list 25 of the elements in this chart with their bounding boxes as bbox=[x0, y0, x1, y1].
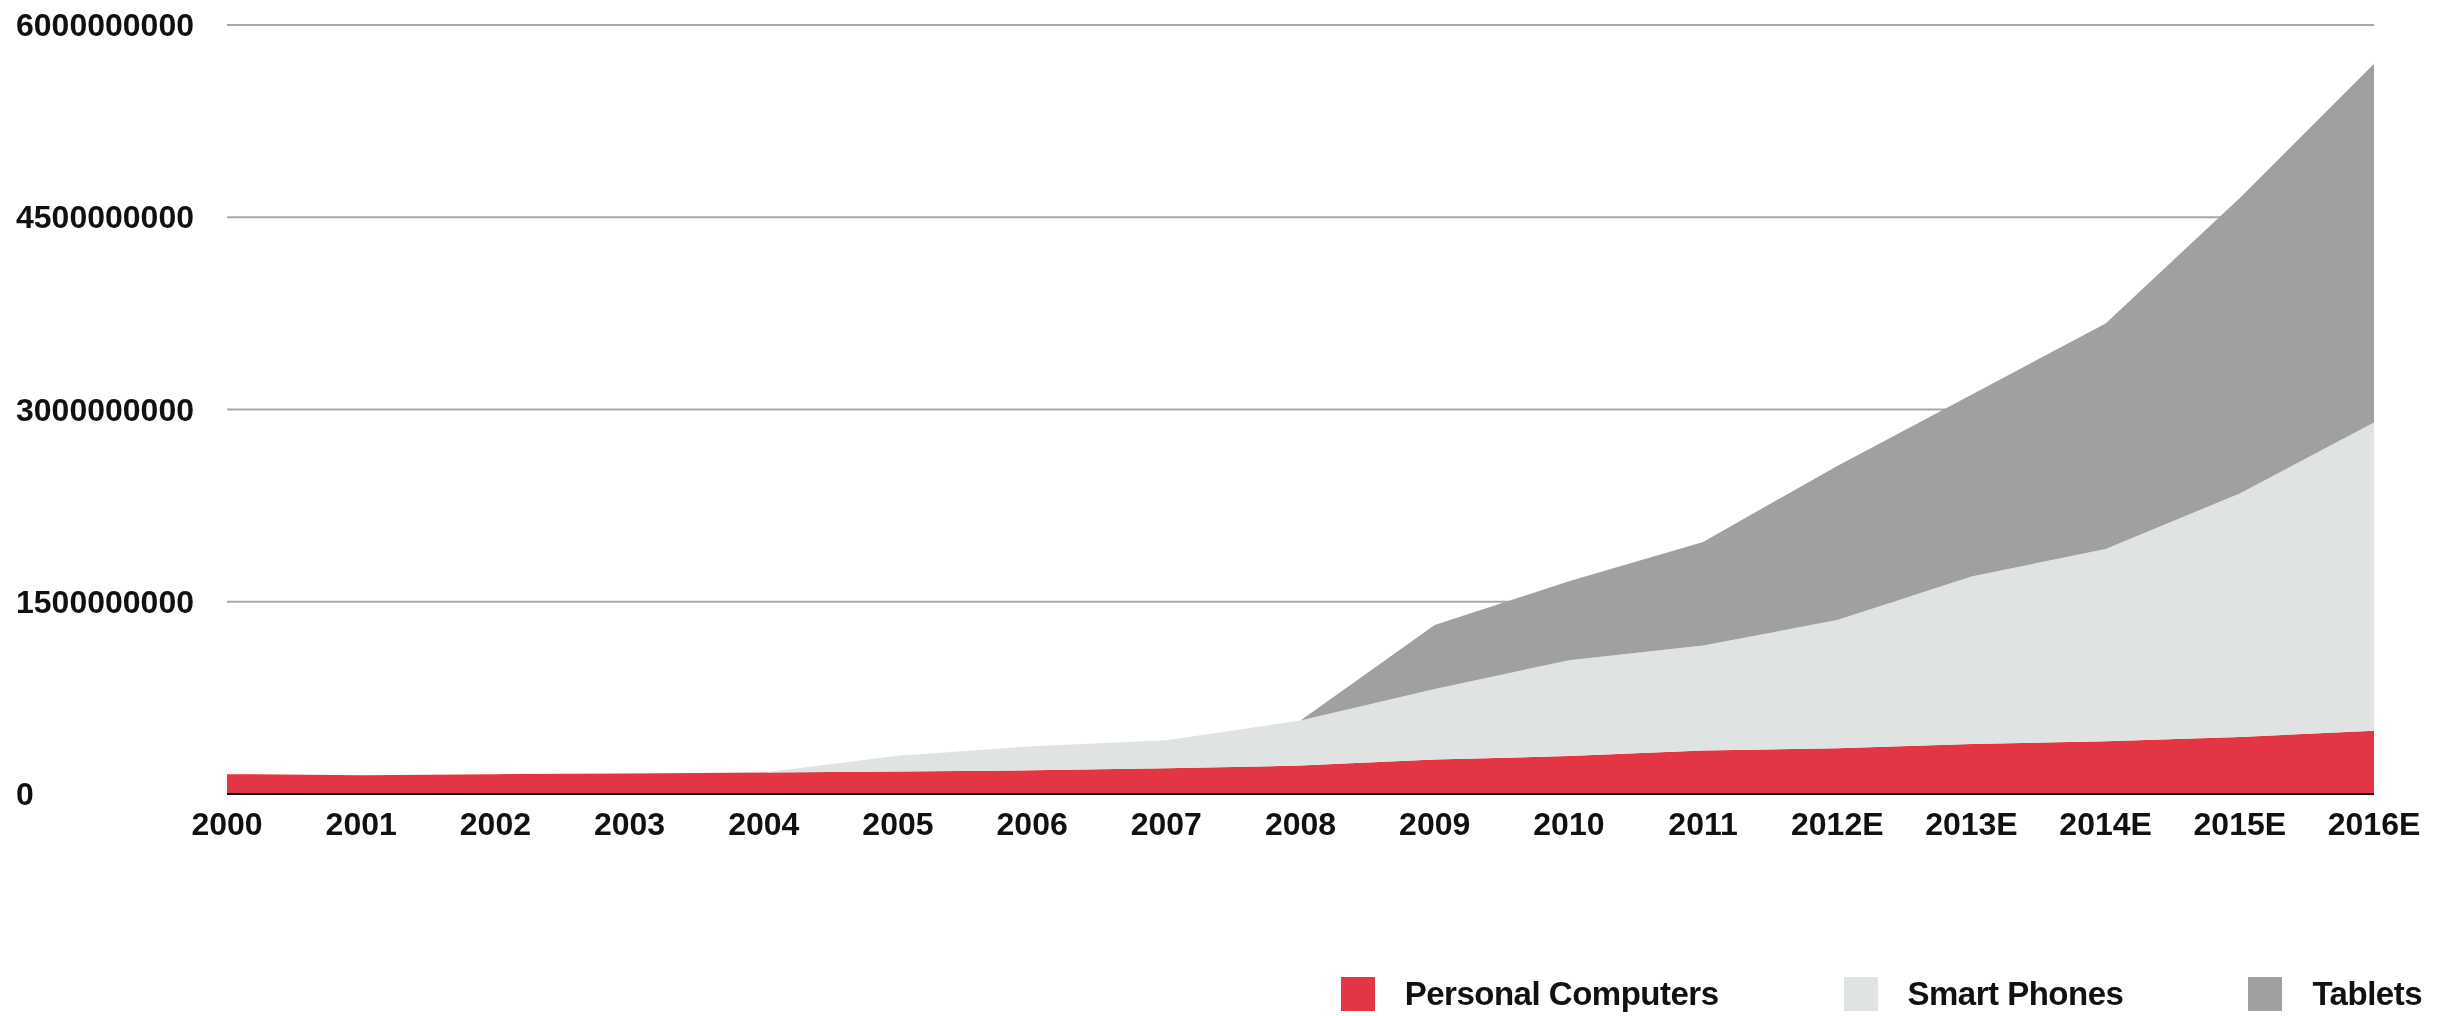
y-tick-label: 0 bbox=[16, 776, 34, 812]
x-tick-label: 2015E bbox=[2193, 806, 2287, 842]
x-tick-label: 2008 bbox=[1264, 806, 1337, 842]
x-tick-label: 2009 bbox=[1399, 806, 1471, 842]
x-tick-label: 2005 bbox=[862, 806, 934, 842]
x-tick-label: 2003 bbox=[593, 806, 666, 842]
x-tick-label: 2012E bbox=[1790, 806, 1884, 842]
x-tick-label: 2002 bbox=[459, 806, 531, 842]
legend-label: Smart Phones bbox=[1907, 975, 2124, 1013]
x-tick-label: 2016E bbox=[2327, 806, 2421, 842]
y-tick-label: 4500000000 bbox=[16, 199, 194, 236]
legend-label: Personal Computers bbox=[1404, 975, 1719, 1013]
x-tick-label: 2000 bbox=[191, 806, 263, 842]
y-tick-label: 3000000000 bbox=[16, 391, 194, 428]
x-tick-label: 2001 bbox=[325, 806, 397, 842]
x-tick-label: 2010 bbox=[1533, 806, 1605, 842]
x-tick-label: 2006 bbox=[996, 806, 1068, 842]
x-tick-label: 2011 bbox=[1668, 806, 1738, 842]
x-tick-label: 2004 bbox=[728, 806, 800, 842]
y-tick-label: 1500000000 bbox=[16, 583, 194, 620]
x-tick-label: 2013E bbox=[1925, 806, 2018, 842]
x-tick-label: 2014E bbox=[2059, 806, 2152, 842]
y-tick-label: 6000000000 bbox=[16, 7, 194, 43]
legend-label: Tablets bbox=[2312, 975, 2422, 1013]
x-tick-label: 2007 bbox=[1130, 806, 1202, 842]
